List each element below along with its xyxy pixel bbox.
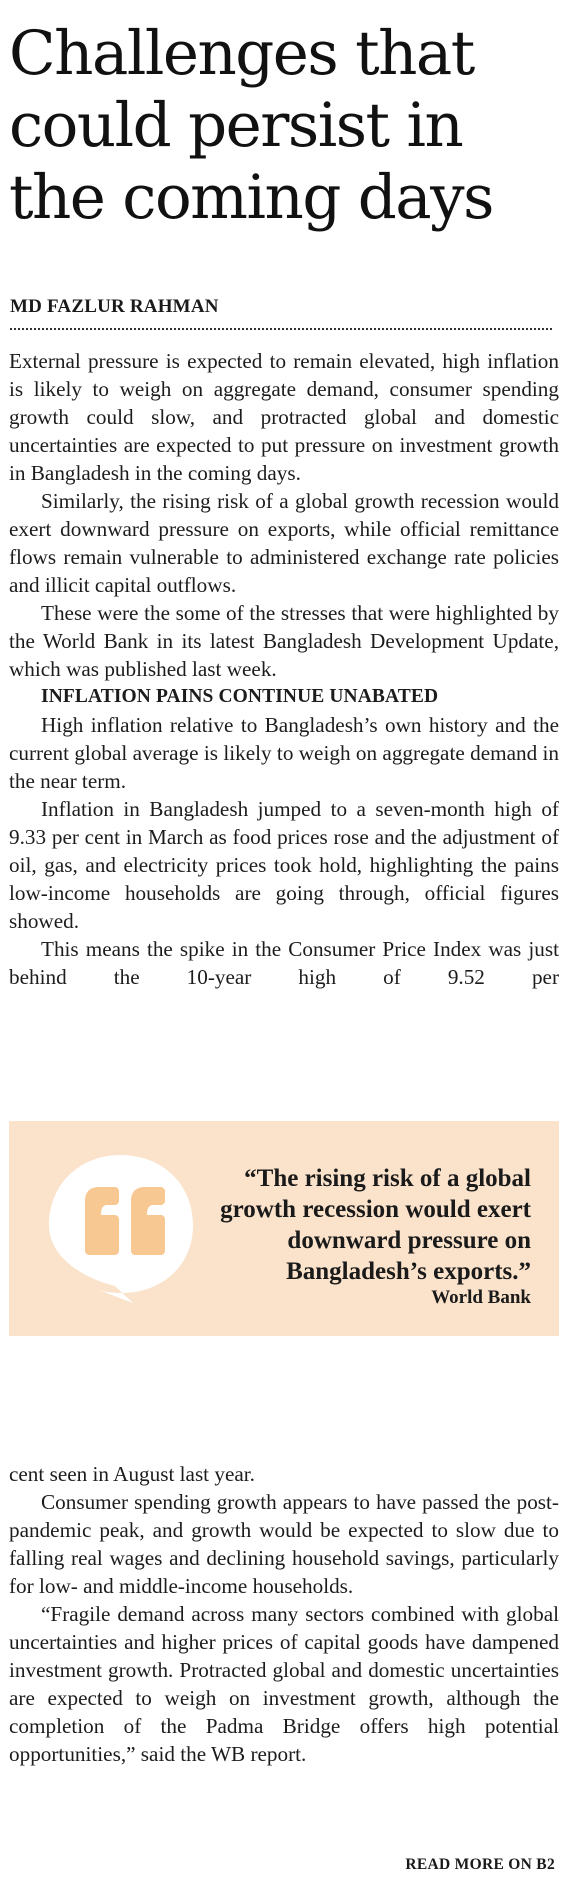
byline: MD FAZLUR RAHMAN: [10, 296, 219, 317]
pull-quote-text: “The rising risk of a global growth rece…: [220, 1165, 531, 1285]
pull-quote-attribution: World Bank: [431, 1287, 531, 1308]
read-more-link[interactable]: READ MORE ON B2: [405, 1856, 555, 1873]
quote-mark-icon: [49, 1155, 193, 1303]
paragraph: This means the spike in the Consumer Pri…: [9, 937, 559, 989]
pull-quote-box: “The rising risk of a global growth rece…: [9, 1121, 559, 1336]
article-body-bottom: cent seen in August last year. Consumer …: [9, 1460, 559, 1768]
paragraph: Consumer spending growth appears to have…: [9, 1490, 559, 1598]
paragraph: Similarly, the rising risk of a global g…: [9, 489, 559, 597]
paragraph: cent seen in August last year.: [9, 1462, 255, 1486]
paragraph: Inflation in Bangladesh jumped to a seve…: [9, 797, 559, 933]
paragraph: High inflation relative to Bangladesh’s …: [9, 713, 559, 793]
section-subhead: INFLATION PAINS CONTINUE UNABATED: [41, 686, 439, 707]
headline: Challenges that could persist in the com…: [9, 18, 494, 233]
paragraph: These were the some of the stresses that…: [9, 601, 559, 681]
article-body-top: External pressure is expected to remain …: [9, 347, 559, 991]
byline-divider: [10, 328, 552, 330]
paragraph: “Fragile demand across many sectors comb…: [9, 1602, 559, 1766]
paragraph: External pressure is expected to remain …: [9, 349, 559, 485]
